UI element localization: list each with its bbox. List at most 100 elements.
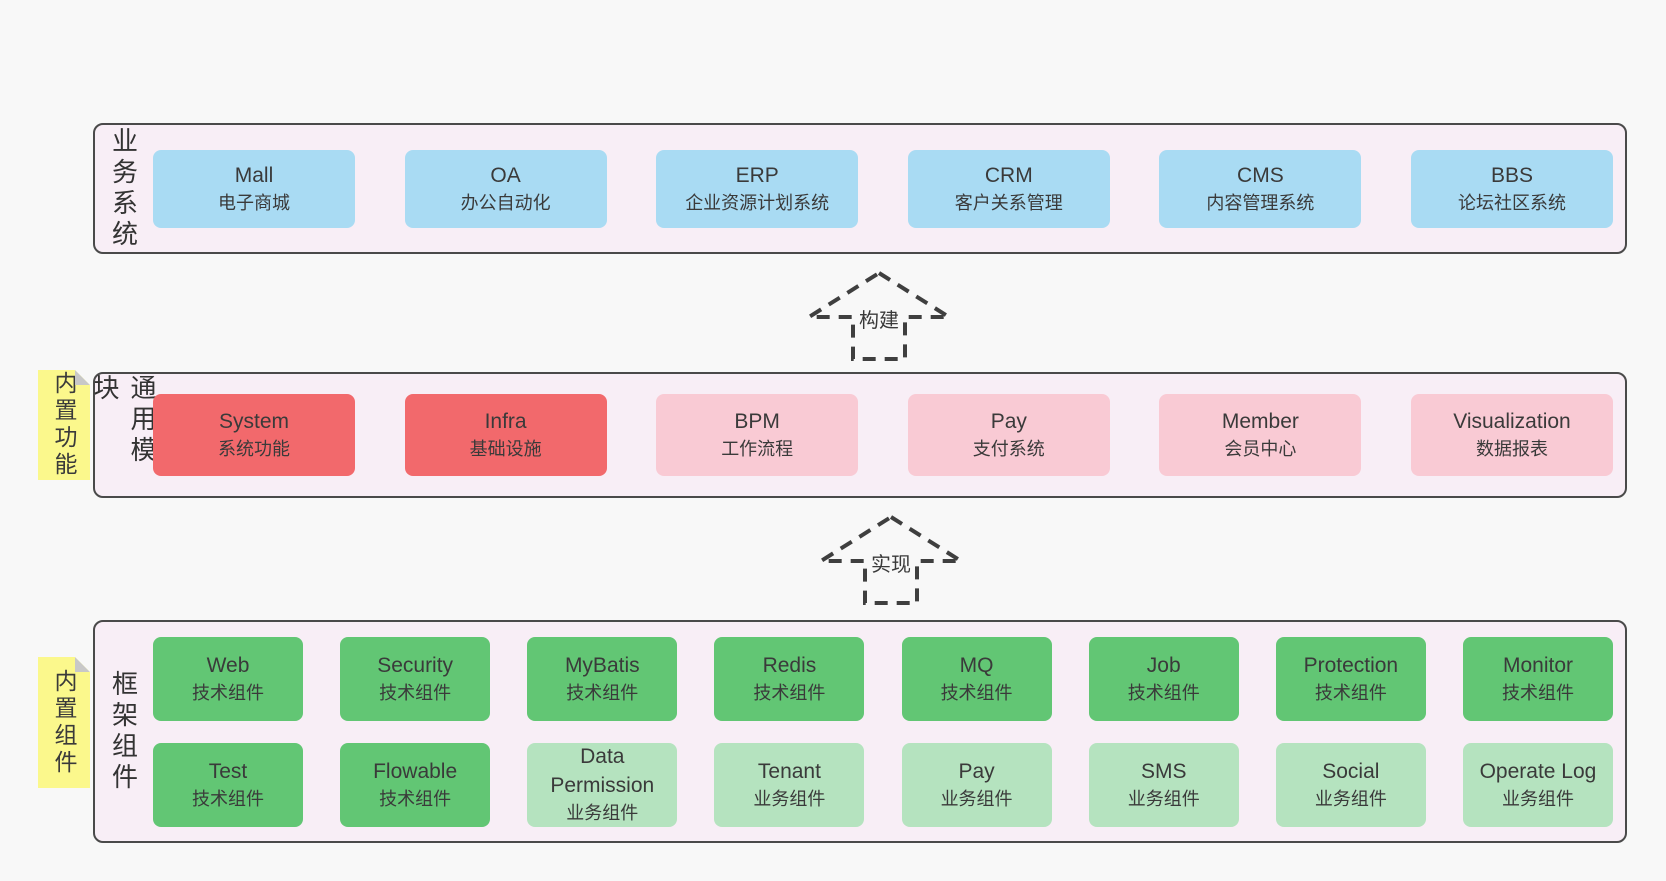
box-title: Monitor: [1503, 652, 1573, 681]
box-protection: Protection 技术组件: [1276, 637, 1426, 721]
band-business-systems: 业务系统 Mall 电子商城 OA 办公自动化 ERP 企业资源计划系统 CRM…: [93, 123, 1627, 254]
box-operate-log: Operate Log 业务组件: [1463, 743, 1613, 827]
box-subtitle: 内容管理系统: [1206, 191, 1314, 216]
box-title: System: [219, 408, 289, 437]
box-job: Job 技术组件: [1089, 637, 1239, 721]
box-system: System 系统功能: [153, 394, 355, 476]
box-subtitle: 技术组件: [379, 787, 451, 812]
box-title: Protection: [1304, 652, 1399, 681]
band-framework-content: Web 技术组件 Security 技术组件 MyBatis 技术组件 Redi…: [153, 622, 1625, 841]
box-infra: Infra 基础设施: [405, 394, 607, 476]
box-pay-system: Pay 支付系统: [908, 394, 1110, 476]
box-flowable: Flowable 技术组件: [340, 743, 490, 827]
box-title: Pay: [958, 758, 994, 787]
box-subtitle: 论坛社区系统: [1458, 191, 1566, 216]
box-monitor: Monitor 技术组件: [1463, 637, 1613, 721]
band-framework-label: 框架组件: [95, 622, 153, 841]
box-crm: CRM 客户关系管理: [908, 150, 1110, 228]
arrow-build: 构建: [806, 270, 952, 362]
sticky-built-in-components: 内置组件: [38, 657, 90, 788]
box-oa: OA 办公自动化: [405, 150, 607, 228]
box-subtitle: 业务组件: [1315, 787, 1387, 812]
box-title: Operate Log: [1480, 758, 1597, 787]
framework-row-1: Web 技术组件 Security 技术组件 MyBatis 技术组件 Redi…: [153, 637, 1625, 721]
box-title: Test: [209, 758, 248, 787]
box-subtitle: 技术组件: [192, 681, 264, 706]
box-title: Social: [1322, 758, 1379, 787]
sticky-built-in-functions: 内置功能: [38, 370, 90, 480]
box-subtitle: 技术组件: [1128, 681, 1200, 706]
box-subtitle: 业务组件: [1502, 787, 1574, 812]
box-title: BBS: [1491, 162, 1533, 191]
box-bbs: BBS 论坛社区系统: [1411, 150, 1613, 228]
box-subtitle: 数据报表: [1476, 437, 1548, 462]
box-title: SMS: [1141, 758, 1187, 787]
box-erp: ERP 企业资源计划系统: [656, 150, 858, 228]
box-subtitle: 客户关系管理: [955, 191, 1063, 216]
band-modules-content: System 系统功能 Infra 基础设施 BPM 工作流程 Pay 支付系统…: [153, 374, 1625, 496]
box-title: MyBatis: [565, 652, 640, 681]
box-mq: MQ 技术组件: [902, 637, 1052, 721]
box-redis: Redis 技术组件: [714, 637, 864, 721]
box-title: Pay: [991, 408, 1027, 437]
architecture-diagram: 业务系统 Mall 电子商城 OA 办公自动化 ERP 企业资源计划系统 CRM…: [0, 0, 1666, 881]
box-security: Security 技术组件: [340, 637, 490, 721]
box-subtitle: 业务组件: [753, 787, 825, 812]
box-subtitle: 业务组件: [941, 787, 1013, 812]
box-subtitle: 技术组件: [566, 681, 638, 706]
box-title: BPM: [734, 408, 780, 437]
box-subtitle: 技术组件: [379, 681, 451, 706]
box-pay-component: Pay 业务组件: [902, 743, 1052, 827]
box-title: Web: [207, 652, 250, 681]
box-web: Web 技术组件: [153, 637, 303, 721]
box-subtitle: 技术组件: [753, 681, 825, 706]
box-subtitle: 技术组件: [1315, 681, 1387, 706]
framework-row-2: Test 技术组件 Flowable 技术组件 Data Permission …: [153, 743, 1625, 827]
box-subtitle: 电子商城: [218, 191, 290, 216]
box-tenant: Tenant 业务组件: [714, 743, 864, 827]
box-mybatis: MyBatis 技术组件: [527, 637, 677, 721]
box-subtitle: 企业资源计划系统: [685, 191, 829, 216]
box-title: OA: [490, 162, 520, 191]
box-mall: Mall 电子商城: [153, 150, 355, 228]
box-title: CMS: [1237, 162, 1284, 191]
box-subtitle: 支付系统: [973, 437, 1045, 462]
box-title: Mall: [235, 162, 274, 191]
box-social: Social 业务组件: [1276, 743, 1426, 827]
box-title: ERP: [736, 162, 779, 191]
box-cms: CMS 内容管理系统: [1159, 150, 1361, 228]
arrow-implement: 实现: [818, 514, 964, 606]
band-modules-label: 通用模块: [95, 374, 153, 496]
box-subtitle: 技术组件: [1502, 681, 1574, 706]
band-common-modules: 通用模块 System 系统功能 Infra 基础设施 BPM 工作流程 Pay…: [93, 372, 1627, 498]
box-title: Job: [1147, 652, 1181, 681]
box-bpm: BPM 工作流程: [656, 394, 858, 476]
band-business-label: 业务系统: [95, 125, 153, 252]
box-visualization: Visualization 数据报表: [1411, 394, 1613, 476]
box-subtitle: 系统功能: [218, 437, 290, 462]
arrow-build-label: 构建: [856, 304, 902, 333]
box-title: Flowable: [373, 758, 457, 787]
box-subtitle: 工作流程: [721, 437, 793, 462]
box-subtitle: 办公自动化: [461, 191, 551, 216]
box-title: Member: [1222, 408, 1299, 437]
box-title: CRM: [985, 162, 1033, 191]
box-title: Visualization: [1453, 408, 1571, 437]
box-subtitle: 业务组件: [1128, 787, 1200, 812]
band-framework-components: 框架组件 Web 技术组件 Security 技术组件 MyBatis 技术组件…: [93, 620, 1627, 843]
box-title: MQ: [960, 652, 994, 681]
box-title: Tenant: [758, 758, 821, 787]
box-subtitle: 基础设施: [470, 437, 542, 462]
box-subtitle: 技术组件: [192, 787, 264, 812]
arrow-implement-label: 实现: [868, 548, 914, 577]
box-test: Test 技术组件: [153, 743, 303, 827]
box-member: Member 会员中心: [1159, 394, 1361, 476]
box-title: Security: [377, 652, 453, 681]
box-subtitle: 业务组件: [566, 801, 638, 826]
band-business-content: Mall 电子商城 OA 办公自动化 ERP 企业资源计划系统 CRM 客户关系…: [153, 125, 1625, 252]
box-title: Data Permission: [531, 743, 673, 801]
box-data-permission: Data Permission 业务组件: [527, 743, 677, 827]
box-subtitle: 技术组件: [941, 681, 1013, 706]
box-subtitle: 会员中心: [1224, 437, 1296, 462]
box-sms: SMS 业务组件: [1089, 743, 1239, 827]
